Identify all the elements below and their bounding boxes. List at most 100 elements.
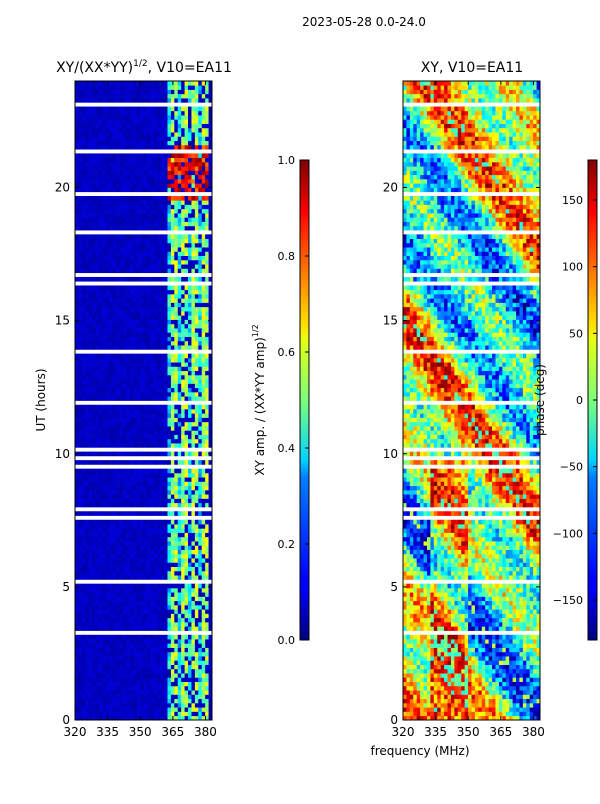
heatmap-cell <box>78 541 83 546</box>
heatmap-cell <box>170 707 175 712</box>
heatmap-cell <box>188 200 192 205</box>
heatmap-cell <box>75 213 79 218</box>
heatmap-cell <box>153 485 158 491</box>
heatmap-cell <box>167 340 172 346</box>
heatmap-cell <box>143 247 148 252</box>
heatmap-cell <box>208 430 213 435</box>
heatmap-cell <box>126 498 131 504</box>
heatmap-cell <box>150 477 155 482</box>
heatmap-cell <box>85 298 90 303</box>
heatmap-cell <box>194 357 199 363</box>
heatmap-cell <box>75 285 79 291</box>
heatmap-cell <box>170 430 175 435</box>
heatmap-cell <box>119 174 124 180</box>
heatmap-cell <box>109 247 114 252</box>
heatmap-cell <box>201 536 206 542</box>
heatmap-cell <box>109 302 114 308</box>
heatmap-cell <box>92 694 96 700</box>
heatmap-cell <box>177 587 182 593</box>
heatmap-cell <box>81 217 86 222</box>
heatmap-cell <box>78 374 83 380</box>
heatmap-cell <box>75 613 79 619</box>
heatmap-cell <box>78 698 83 704</box>
heatmap-cell <box>184 502 189 508</box>
heatmap-cell <box>105 353 110 359</box>
heatmap-cell <box>153 609 158 614</box>
heatmap-cell <box>133 690 137 695</box>
heatmap-cell <box>92 259 96 265</box>
heatmap-cell <box>112 391 117 397</box>
heatmap-cell <box>116 702 120 708</box>
heatmap-cell <box>146 136 151 141</box>
heatmap-cell <box>75 409 79 414</box>
heatmap-cell <box>208 460 213 465</box>
heatmap-cell <box>157 204 161 210</box>
heatmap-cell <box>198 136 203 141</box>
heatmap-cell <box>92 430 96 435</box>
heatmap-cell <box>146 613 151 619</box>
heatmap-cell <box>112 443 117 448</box>
heatmap-cell <box>167 383 172 389</box>
heatmap-cell <box>129 268 134 274</box>
heatmap-cell <box>170 319 175 325</box>
heatmap-cell <box>153 613 158 619</box>
heatmap-cell <box>112 404 117 410</box>
heatmap-cell <box>78 213 83 218</box>
heatmap-cell <box>109 379 114 384</box>
heatmap-cell <box>78 613 83 619</box>
heatmap-cell <box>143 460 148 465</box>
heatmap-cell <box>133 673 137 678</box>
heatmap-cell <box>143 204 148 210</box>
heatmap-cell <box>88 328 93 333</box>
heatmap-cell <box>150 536 155 542</box>
heatmap-cell <box>143 702 148 708</box>
heatmap-cell <box>164 477 168 482</box>
heatmap-cell <box>191 166 196 171</box>
heatmap-cell <box>116 187 120 193</box>
heatmap-cell <box>85 702 90 708</box>
heatmap-cell <box>105 264 110 269</box>
heatmap-cell <box>105 626 110 631</box>
heatmap-cell <box>184 532 189 538</box>
heatmap-cell <box>102 285 107 291</box>
heatmap-cell <box>92 374 96 380</box>
heatmap-cell <box>167 651 172 657</box>
heatmap-cell <box>167 426 172 431</box>
heatmap-cell <box>95 481 100 487</box>
heatmap-cell <box>208 340 213 346</box>
heatmap-cell <box>116 604 120 610</box>
heatmap-cell <box>181 157 185 163</box>
heatmap-cell <box>143 647 148 653</box>
heatmap-cell <box>188 643 192 648</box>
heatmap-cell <box>133 357 137 363</box>
heatmap-cell <box>98 234 103 239</box>
heatmap-cell <box>164 681 168 687</box>
heatmap-cell <box>102 570 107 576</box>
heatmap-cell <box>98 553 103 559</box>
heatmap-cell <box>157 600 161 606</box>
heatmap-cell <box>167 140 172 146</box>
heatmap-cell <box>181 468 185 474</box>
heatmap-cell <box>167 600 172 606</box>
heatmap-cell <box>122 604 127 610</box>
heatmap-cell <box>177 460 182 465</box>
heatmap-cell <box>112 298 117 303</box>
heatmap-cell <box>181 374 185 380</box>
heatmap-cell <box>205 643 209 648</box>
heatmap-cell <box>109 536 114 542</box>
heatmap-cell <box>188 404 192 410</box>
heatmap-cell <box>129 460 134 465</box>
heatmap-cell <box>119 285 124 291</box>
heatmap-cell <box>146 387 151 393</box>
heatmap-cell <box>153 153 158 159</box>
heatmap-cell <box>170 660 175 665</box>
heatmap-cell <box>109 711 114 717</box>
heatmap-cell <box>122 311 127 316</box>
heatmap-cell <box>109 345 114 350</box>
heatmap-cell <box>188 702 192 708</box>
heatmap-cell <box>136 481 141 487</box>
heatmap-cell <box>95 451 100 457</box>
heatmap-cell <box>188 306 192 312</box>
heatmap-cell <box>153 238 158 244</box>
heatmap-cell <box>133 366 137 372</box>
